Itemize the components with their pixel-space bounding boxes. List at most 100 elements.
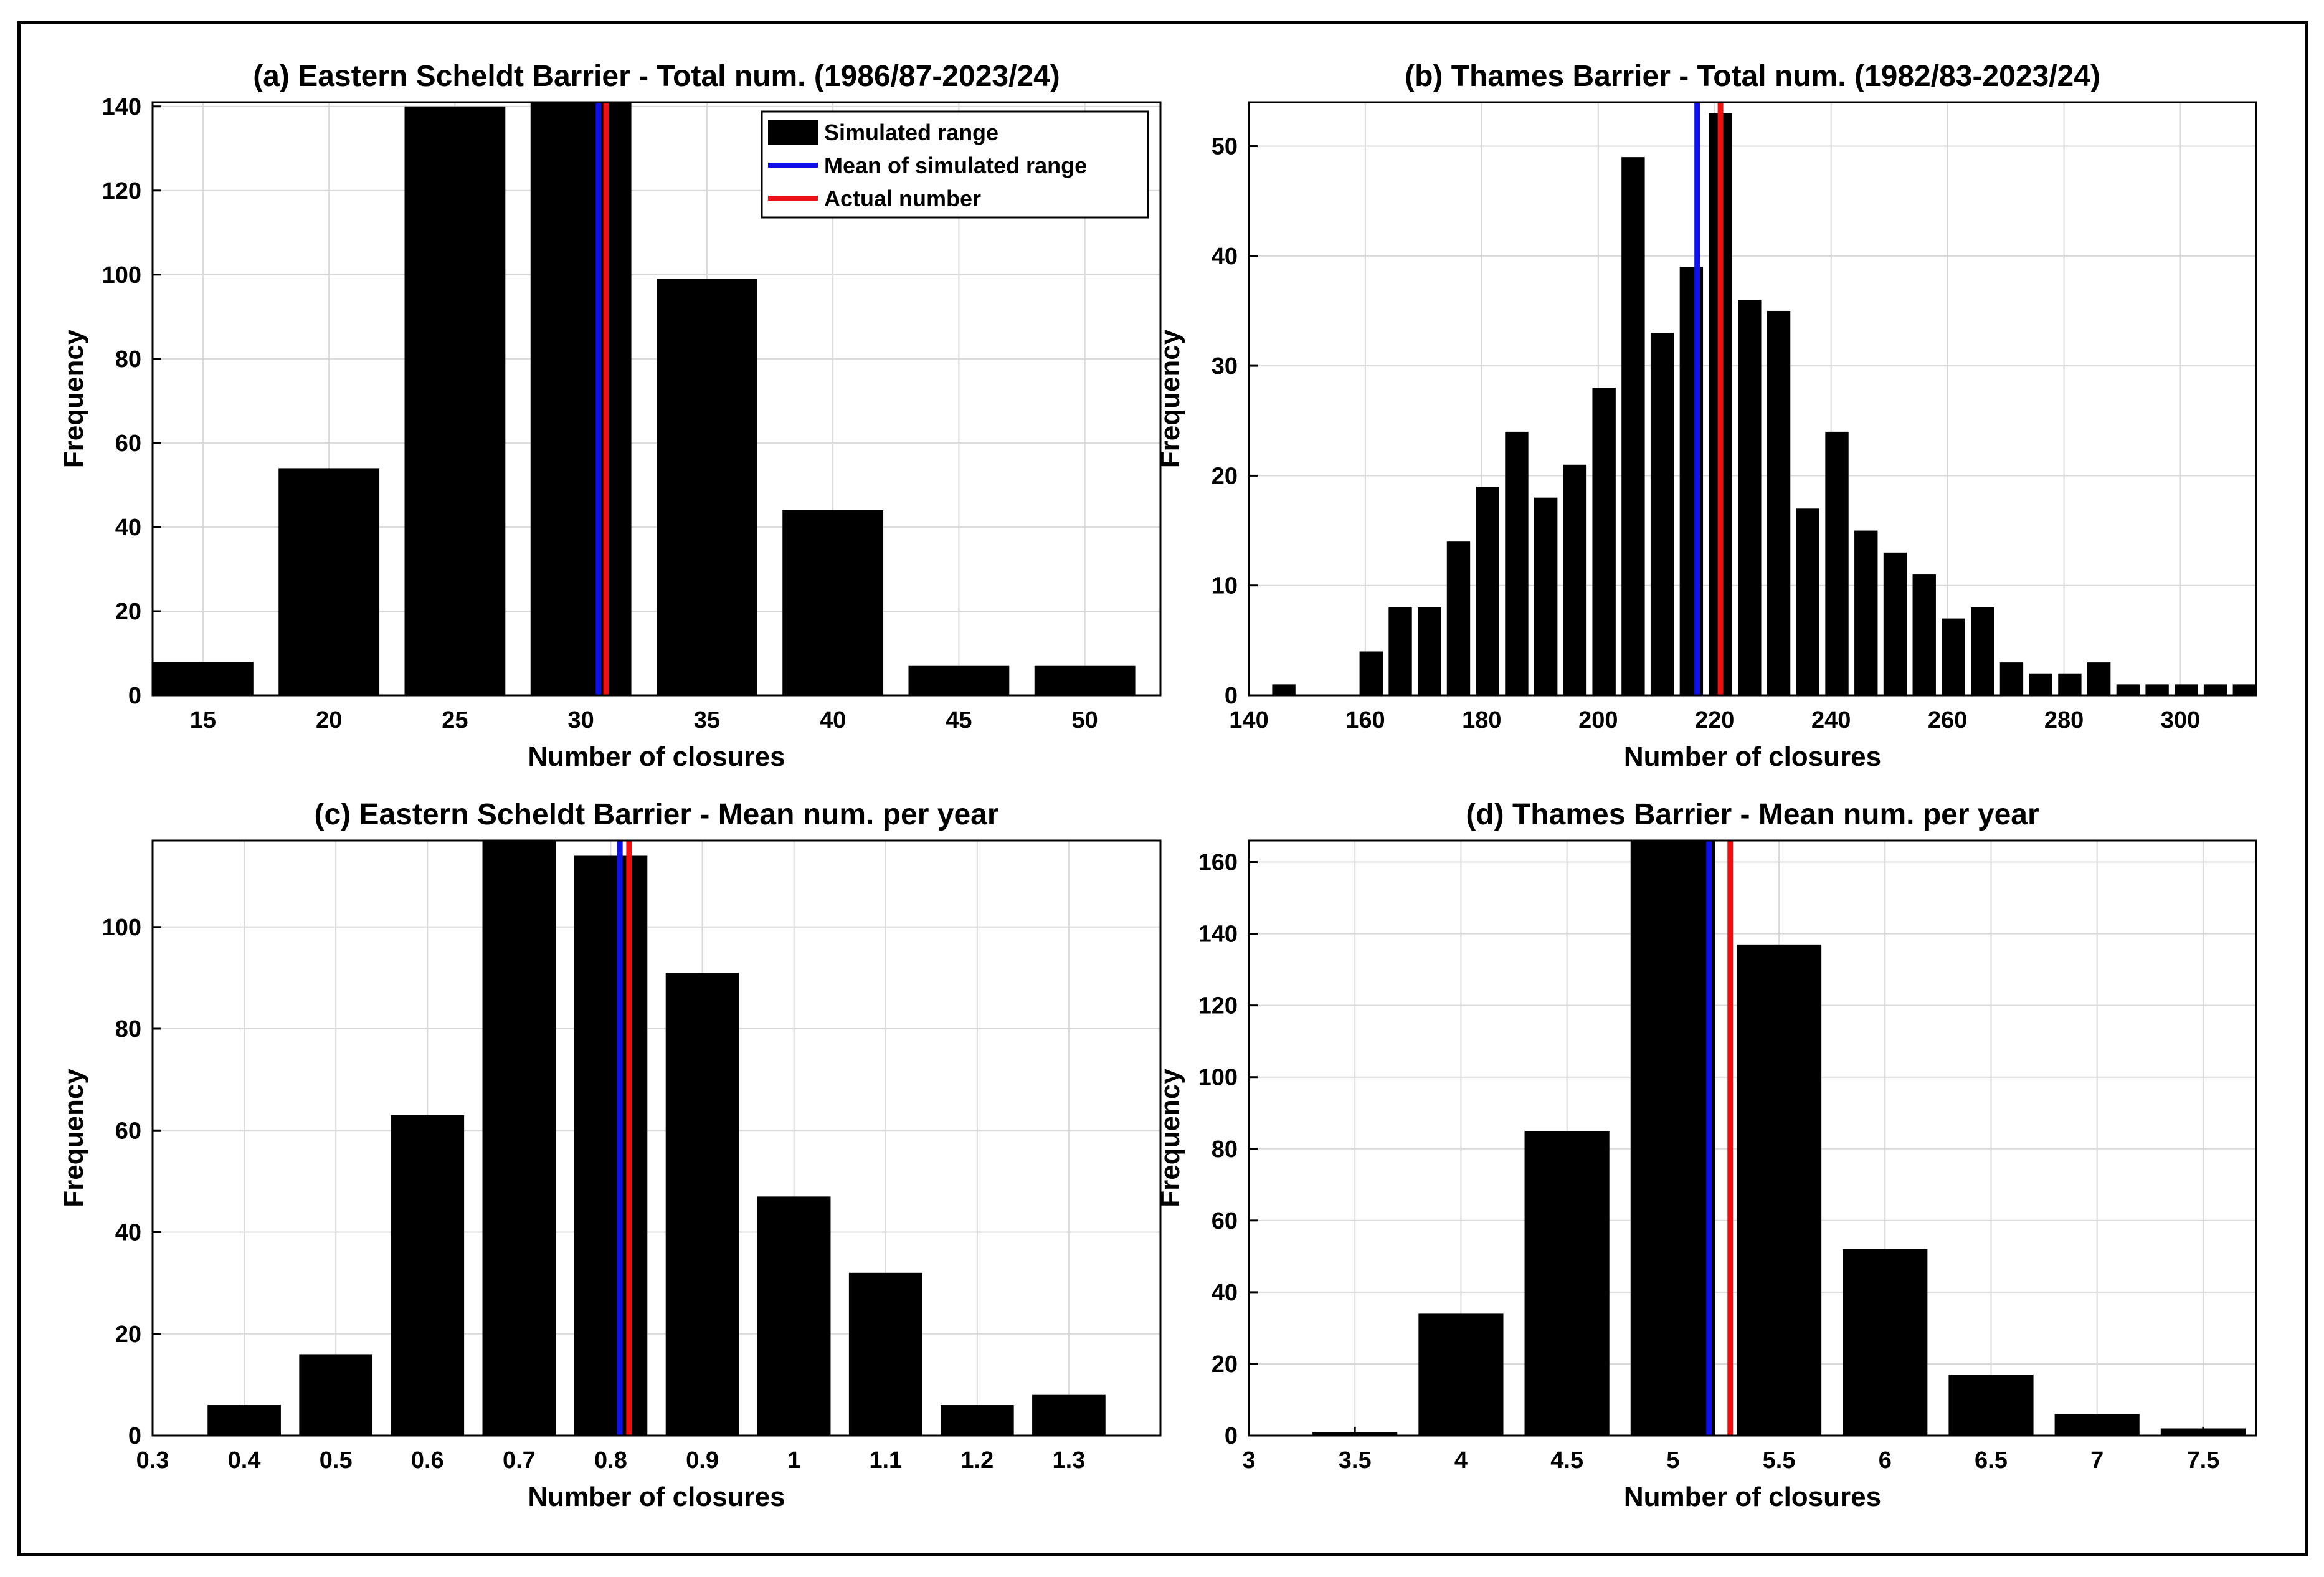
histogram-bar	[2087, 662, 2111, 695]
y-tick-label: 40	[1212, 244, 1238, 270]
subplot-a: 15 20 25 30 35 40 45 50 0 20 40 60 80 100 120 140 (a) Ea…	[59, 60, 1162, 772]
y-axis-label: Frequency	[1155, 329, 1185, 468]
histogram-bar	[1505, 431, 1529, 695]
x-tick-label: 6.5	[1975, 1447, 2008, 1474]
y-tick-label: 120	[1198, 993, 1238, 1019]
axes-box	[151, 839, 1162, 1437]
y-tick-label: 40	[115, 1220, 141, 1246]
subplot-d: 3 3.5 4 4.5 5 5.5 6 6.5 7 7.5 0 20 40 60 80 100 120 140 16…	[1155, 798, 2257, 1512]
axes-box	[151, 101, 1162, 697]
y-tick-label: 80	[115, 346, 141, 373]
y-tick-label: 50	[1212, 134, 1238, 160]
x-tick-label: 4.5	[1550, 1447, 1583, 1474]
histogram-bar	[1418, 607, 1441, 695]
y-tick-label: 20	[115, 599, 141, 625]
histogram-bar	[1971, 607, 1994, 695]
histogram-bar	[1272, 684, 1296, 695]
axes-box	[1248, 839, 2257, 1437]
histogram-bar	[1854, 530, 1878, 695]
chart-title: (b) Thames Barrier - Total num. (1982/83…	[1405, 60, 2100, 93]
histogram-bar	[665, 973, 739, 1436]
x-tick-label: 300	[2161, 707, 2200, 733]
x-tick-label: 7.5	[2186, 1447, 2219, 1474]
histogram-bar	[1534, 497, 1558, 695]
x-axis-label: Number of closures	[528, 1482, 785, 1512]
histogram-bar	[1630, 841, 1715, 1436]
x-tick-label: 1.3	[1052, 1447, 1085, 1474]
histogram-bar	[1650, 333, 1674, 695]
histogram-bar	[1476, 487, 1499, 695]
x-tick-label: 30	[568, 707, 594, 733]
x-tick-label: 240	[1811, 707, 1851, 733]
legend-swatch-bar	[768, 120, 818, 145]
x-tick-label: 160	[1345, 707, 1385, 733]
subplot-c: 0.3 0.4 0.5 0.6 0.7 0.8 0.9 1 1.1 1.2 1.3 0 20 40 60 80…	[59, 798, 1162, 1512]
y-tick-label: 40	[1212, 1280, 1238, 1306]
x-tick-label: 0.3	[136, 1447, 169, 1474]
y-tick-label: 160	[1198, 850, 1238, 876]
histogram-bar	[757, 1196, 831, 1436]
y-tick-label: 100	[102, 915, 141, 941]
subplot-b: 140 160 180 200 220 240 260 280 300 0 10 20 30 40 50 (b…	[1155, 60, 2257, 772]
figure-frame: 15 20 25 30 35 40 45 50 0 20 40 60 80 100 120 140 (a) Ea…	[17, 21, 2308, 1556]
histogram-bar	[1738, 300, 1762, 695]
histogram-bar	[1942, 618, 1965, 695]
x-tick-label: 220	[1695, 707, 1734, 733]
y-tick-label: 60	[1212, 1208, 1238, 1234]
histogram-bar	[657, 279, 757, 695]
x-tick-label: 3.5	[1339, 1447, 1372, 1474]
histogram-bar	[530, 102, 632, 695]
histogram-bar	[574, 855, 648, 1436]
x-tick-label: 140	[1229, 707, 1268, 733]
x-tick-label: 5	[1666, 1447, 1679, 1474]
histogram-bar	[1388, 607, 1412, 695]
y-axis-label: Frequency	[1155, 1069, 1185, 1208]
histogram-bar	[1524, 1130, 1610, 1436]
chart-title: (a) Eastern Scheldt Barrier - Total num.…	[253, 60, 1060, 93]
x-tick-label: 1.2	[960, 1447, 994, 1474]
y-tick-label: 0	[1225, 1423, 1238, 1449]
histogram-bar	[1912, 574, 1936, 695]
histogram-bar	[1418, 1313, 1504, 1436]
histogram-bar	[1767, 310, 1791, 695]
y-tick-label: 40	[115, 515, 141, 541]
histogram-bar	[1446, 541, 1471, 695]
histogram-bar	[2145, 684, 2169, 695]
x-tick-label: 25	[442, 707, 468, 733]
y-tick-label: 80	[115, 1016, 141, 1042]
chart-title: (c) Eastern Scheldt Barrier - Mean num. …	[314, 798, 998, 831]
x-tick-label: 40	[820, 707, 846, 733]
histogram-bar	[782, 510, 884, 695]
x-axis-label: Number of closures	[1624, 741, 1881, 772]
legend-label: Actual number	[824, 186, 981, 211]
histogram-bar	[278, 468, 380, 695]
y-tick-label: 0	[128, 1423, 141, 1449]
x-axis-label: Number of closures	[528, 741, 785, 772]
x-tick-label: 35	[694, 707, 720, 733]
x-tick-label: 180	[1462, 707, 1501, 733]
y-tick-label: 60	[115, 431, 141, 457]
histogram-bar	[1796, 508, 1819, 695]
y-tick-label: 100	[1198, 1065, 1238, 1091]
legend-label: Simulated range	[824, 120, 998, 145]
histogram-bar	[2203, 684, 2227, 695]
x-tick-label: 4	[1454, 1447, 1468, 1474]
axes-box	[1248, 101, 2257, 697]
histogram-bar	[1736, 944, 1822, 1436]
x-tick-label: 45	[946, 707, 972, 733]
x-tick-label: 1	[787, 1447, 800, 1474]
y-tick-label: 10	[1212, 573, 1238, 599]
legend-label: Mean of simulated range	[824, 153, 1087, 178]
x-tick-label: 6	[1879, 1447, 1892, 1474]
y-tick-label: 0	[1225, 683, 1238, 709]
histogram-bar	[848, 1272, 922, 1436]
histogram-bar	[482, 841, 556, 1436]
histogram-bar	[391, 1115, 465, 1436]
legend-box	[761, 110, 1149, 219]
x-tick-label: 200	[1578, 707, 1618, 733]
x-tick-label: 5.5	[1763, 1447, 1796, 1474]
histogram-bar	[1563, 464, 1587, 695]
histogram-bar	[2116, 684, 2140, 695]
y-tick-label: 100	[102, 262, 141, 288]
